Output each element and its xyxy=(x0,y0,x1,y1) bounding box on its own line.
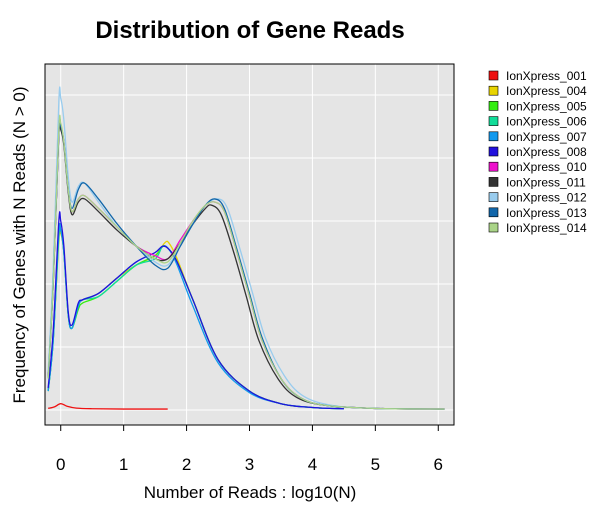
legend-label-8: IonXpress_012 xyxy=(506,191,587,205)
series-line-IonXpress_012 xyxy=(47,86,445,410)
legend-swatch-8 xyxy=(488,192,499,202)
legend-swatch-4 xyxy=(488,131,499,142)
series-line-IonXpress_008 xyxy=(47,211,344,410)
x-tick-label-4: 4 xyxy=(308,455,317,474)
legend-label-5: IonXpress_008 xyxy=(506,145,587,159)
x-tick-label-5: 5 xyxy=(371,455,380,474)
series-line-IonXpress_001 xyxy=(47,403,168,410)
x-tick-label-0: 0 xyxy=(56,455,65,474)
legend-label-3: IonXpress_006 xyxy=(506,115,587,129)
legend-swatch-9 xyxy=(488,207,499,218)
legend-swatch-1 xyxy=(488,85,499,96)
legend-label-4: IonXpress_007 xyxy=(506,130,587,144)
series-line-IonXpress_014 xyxy=(47,114,445,410)
legend-label-6: IonXpress_010 xyxy=(506,160,587,174)
y-axis-label: Frequency of Genes with N Reads (N > 0) xyxy=(10,87,29,404)
x-tick-label-3: 3 xyxy=(245,455,254,474)
x-axis-label: Number of Reads : log10(N) xyxy=(144,483,357,502)
chart-title: Distribution of Gene Reads xyxy=(95,17,404,44)
series-layer xyxy=(47,86,445,410)
legend-label-10: IonXpress_014 xyxy=(506,221,587,235)
legend-swatch-10 xyxy=(488,222,499,233)
x-tick-label-1: 1 xyxy=(119,455,128,474)
x-tick-label-6: 6 xyxy=(434,455,443,474)
legend-swatch-6 xyxy=(488,161,499,172)
legend-swatch-2 xyxy=(488,101,499,111)
legend-label-1: IonXpress_004 xyxy=(506,84,587,98)
legend-swatch-7 xyxy=(488,177,499,187)
x-tick-label-2: 2 xyxy=(182,455,191,474)
legend-label-9: IonXpress_013 xyxy=(506,206,587,220)
legend-swatch-3 xyxy=(488,116,499,126)
legend-label-2: IonXpress_005 xyxy=(506,99,587,113)
legend-label-7: IonXpress_011 xyxy=(506,175,586,189)
x-axis: 0 1 2 3 4 5 6 xyxy=(56,425,443,474)
legend-swatch-5 xyxy=(488,146,499,157)
legend-label-0: IonXpress_001 xyxy=(506,69,587,83)
legend-swatch-0 xyxy=(488,70,499,81)
